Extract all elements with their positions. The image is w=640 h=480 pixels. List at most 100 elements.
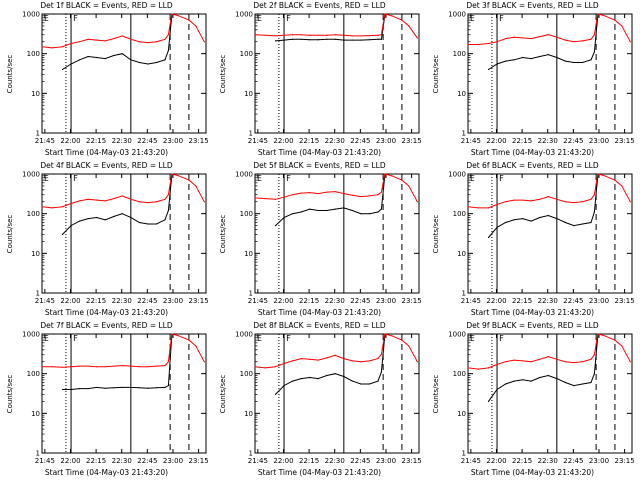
marker-label: E	[257, 14, 262, 23]
lld-point	[621, 185, 623, 187]
lld-point	[171, 333, 173, 335]
events-point	[283, 216, 285, 219]
x-tick-label: 21:45	[35, 297, 55, 305]
x-tick-label: 23:00	[589, 457, 609, 465]
events-point	[496, 63, 498, 65]
panel-title: Det 1f BLACK = Events, RED = LLD	[40, 1, 173, 10]
y-tick-label: 1	[462, 130, 466, 138]
y-axis-label: Counts/sec	[219, 374, 227, 414]
events-point	[343, 39, 345, 41]
detector-panel: 1 10 100 1000 21:45 22:00 22:15 22:30 22:45 23:00…	[426, 0, 639, 160]
y-tick-label: 10	[31, 410, 40, 418]
lld-point	[87, 198, 89, 200]
lld-point	[547, 355, 549, 358]
marker-label: F	[499, 174, 504, 183]
events-point	[504, 383, 507, 385]
lld-point	[380, 191, 383, 193]
detector-panel: 1 10 100 1000 21:45 22:00 22:15 22:30 22:45 23:00…	[213, 320, 426, 480]
lld-point	[130, 198, 132, 200]
lld-point	[121, 195, 123, 197]
events-point	[138, 221, 140, 224]
lld-point	[96, 39, 98, 41]
lld-point	[51, 366, 53, 368]
lld-point	[167, 34, 170, 36]
lld-point	[496, 41, 498, 43]
lld-point	[188, 19, 190, 21]
lld-point	[61, 46, 64, 48]
events-point	[283, 39, 285, 41]
y-tick-label: 1	[36, 130, 40, 138]
lld-point	[360, 35, 362, 37]
events-point	[61, 233, 64, 236]
y-tick-label: 10	[31, 90, 40, 98]
lld-series-line	[41, 13, 205, 49]
lld-point	[380, 353, 383, 355]
lld-point	[564, 39, 566, 41]
y-tick-label: 10	[244, 410, 253, 418]
lld-point	[171, 173, 173, 175]
lld-point	[593, 354, 596, 356]
x-tick-label: 23:15	[402, 457, 422, 465]
lld-point	[178, 15, 180, 17]
lld-point	[78, 200, 81, 202]
x-tick-label: 23:15	[189, 137, 209, 145]
panel-plot: 1 10 100 1000 21:45 22:00 22:15 22:30 22:45 23:00…	[448, 331, 635, 466]
y-axis-label: Counts/sec	[219, 54, 227, 94]
lld-point	[309, 191, 311, 194]
y-axis-label: Counts/sec	[432, 214, 440, 254]
lld-point	[384, 173, 386, 175]
x-tick-label: 22:45	[350, 137, 370, 145]
lld-point	[513, 36, 515, 38]
events-point	[121, 213, 123, 215]
x-tick-label: 22:15	[86, 457, 106, 465]
detector-panel: 1 10 100 1000 21:45 22:00 22:15 22:30 22:45 23:00…	[0, 160, 213, 320]
events-point	[547, 53, 549, 56]
lld-point	[104, 200, 106, 202]
lld-point	[167, 361, 170, 363]
events-point	[564, 60, 566, 62]
plot-frame	[41, 333, 207, 454]
events-point	[343, 375, 345, 378]
lld-point	[61, 206, 64, 208]
detector-panel: 1 10 100 1000 21:45 22:00 22:15 22:30 22:45 23:00…	[0, 320, 213, 480]
events-point	[155, 387, 158, 389]
lld-point	[300, 357, 302, 360]
x-tick-label: 23:00	[376, 137, 396, 145]
events-point	[309, 376, 311, 379]
lld-point	[96, 199, 98, 201]
marker-label: E	[257, 334, 262, 343]
plot-frame	[254, 173, 420, 294]
y-tick-label: 100	[453, 370, 466, 378]
y-tick-label: 1	[462, 290, 466, 298]
x-tick-label: 22:45	[563, 297, 583, 305]
lld-point	[496, 203, 498, 206]
events-point	[87, 388, 89, 390]
lld-point	[368, 35, 371, 37]
lld-point	[195, 345, 197, 347]
lld-point	[621, 25, 623, 27]
lld-point	[416, 201, 418, 203]
lld-point	[513, 359, 515, 361]
x-tick-label: 23:00	[589, 137, 609, 145]
events-point	[590, 221, 592, 224]
lld-point	[334, 354, 336, 356]
lld-point	[309, 34, 311, 36]
events-point	[326, 209, 328, 212]
events-point	[593, 211, 596, 213]
events-series-line	[488, 15, 599, 70]
events-point	[87, 55, 89, 58]
x-tick-label: 23:15	[189, 297, 209, 305]
lld-point	[487, 207, 490, 209]
x-tick-label: 22:45	[350, 457, 370, 465]
lld-point	[51, 207, 53, 209]
lld-point	[487, 367, 490, 369]
lld-point	[178, 175, 180, 177]
lld-point	[291, 194, 294, 196]
events-point	[380, 38, 383, 40]
x-tick-label: 22:15	[512, 137, 532, 145]
x-tick-label: 22:45	[350, 297, 370, 305]
lld-point	[522, 37, 524, 39]
events-point	[522, 56, 524, 59]
lld-point	[467, 206, 469, 208]
events-point	[167, 385, 170, 387]
